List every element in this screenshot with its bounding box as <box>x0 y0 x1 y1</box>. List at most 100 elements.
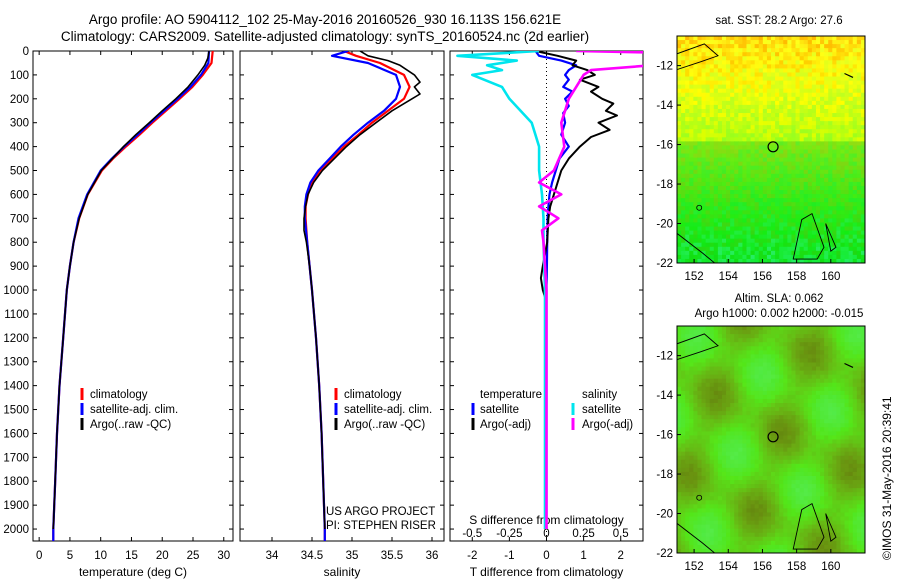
map-cell <box>721 206 727 211</box>
map-cell <box>689 250 694 256</box>
map-cell <box>742 84 748 90</box>
map-cell <box>701 242 707 248</box>
map-cell <box>746 326 752 331</box>
map-cell <box>803 370 809 376</box>
map-cell <box>860 133 865 138</box>
map-cell <box>677 100 682 106</box>
map-cell <box>730 447 735 453</box>
map-cell <box>713 443 719 449</box>
map-cell <box>689 96 694 102</box>
map-cell <box>791 435 797 441</box>
map-cell <box>795 382 801 388</box>
map-cell <box>766 334 772 339</box>
map-cell <box>681 443 686 449</box>
map-cell <box>836 88 842 94</box>
map-cell <box>685 242 690 248</box>
map-cell <box>840 165 846 171</box>
map-cell <box>742 121 748 126</box>
map-cell <box>766 488 772 493</box>
map-cell <box>832 161 837 167</box>
map-cell <box>836 56 842 61</box>
map-cell <box>832 338 837 343</box>
map-cell <box>779 202 784 207</box>
map-cell <box>787 398 793 404</box>
map-cell <box>848 334 854 339</box>
map-cell <box>758 190 764 195</box>
map-cell <box>836 96 842 102</box>
map-cell <box>856 451 862 457</box>
map-cell <box>856 36 862 41</box>
map-cell <box>771 338 776 343</box>
map-cell <box>709 129 715 134</box>
map-cell <box>689 354 694 360</box>
map-cell <box>717 512 723 518</box>
map-cell <box>693 129 699 134</box>
map-cell <box>824 386 829 392</box>
map-cell <box>832 246 837 252</box>
map-cell <box>848 403 854 408</box>
map-cell <box>766 129 772 134</box>
map-cell <box>754 358 760 364</box>
map-cell <box>697 214 703 220</box>
map-cell <box>734 334 739 339</box>
map-cell <box>677 415 682 420</box>
map-cell <box>795 72 801 78</box>
map-cell <box>844 500 850 505</box>
map-cell <box>730 484 735 489</box>
map-cell <box>844 153 850 159</box>
map-cell <box>705 488 711 493</box>
map-cell <box>750 390 756 396</box>
map-cell <box>758 169 764 175</box>
map-cell <box>803 378 809 384</box>
map-cell <box>844 137 850 142</box>
map-cell <box>860 500 865 505</box>
map-cell <box>701 334 707 339</box>
map-cell <box>795 500 801 505</box>
map-cell <box>721 475 727 481</box>
map-cell <box>832 238 837 244</box>
map-cell <box>681 362 686 368</box>
map-cell <box>713 346 719 351</box>
map-cell <box>828 60 833 65</box>
map-cell <box>766 500 772 505</box>
map-cell <box>717 56 723 61</box>
map-cell <box>811 246 817 252</box>
map-cell <box>705 338 711 343</box>
map-cell <box>844 435 850 441</box>
map-cell <box>701 190 707 195</box>
map-cell <box>762 496 768 501</box>
map-cell <box>783 92 788 98</box>
map-cell <box>730 161 735 167</box>
map-cell <box>742 338 748 343</box>
map-cell <box>701 407 707 412</box>
map-cell <box>717 492 723 497</box>
map-cell <box>775 390 780 396</box>
map-cell <box>734 398 739 404</box>
map-cell <box>799 423 805 428</box>
map-cell <box>795 443 801 449</box>
map-cell <box>775 84 780 90</box>
map-cell <box>844 488 850 493</box>
map-cell <box>766 64 772 70</box>
map-cell <box>742 92 748 98</box>
map-cell <box>848 88 854 94</box>
map-cell <box>685 226 690 232</box>
map-cell <box>681 246 686 252</box>
map-cell <box>848 475 854 481</box>
map-cell <box>799 330 805 335</box>
map-cell <box>685 338 690 343</box>
map-cell <box>852 398 858 404</box>
map-cell <box>766 56 772 61</box>
map-cell <box>705 108 711 114</box>
map-cell <box>840 427 846 432</box>
map-cell <box>766 512 772 518</box>
map-cell <box>848 463 854 469</box>
map-cell <box>734 153 739 159</box>
map-cell <box>766 342 772 347</box>
map-cell <box>795 504 801 510</box>
map-cell <box>734 250 739 256</box>
map-cell <box>726 169 731 175</box>
map-cell <box>685 366 690 372</box>
map-cell <box>758 129 764 134</box>
map-cell <box>721 374 727 380</box>
